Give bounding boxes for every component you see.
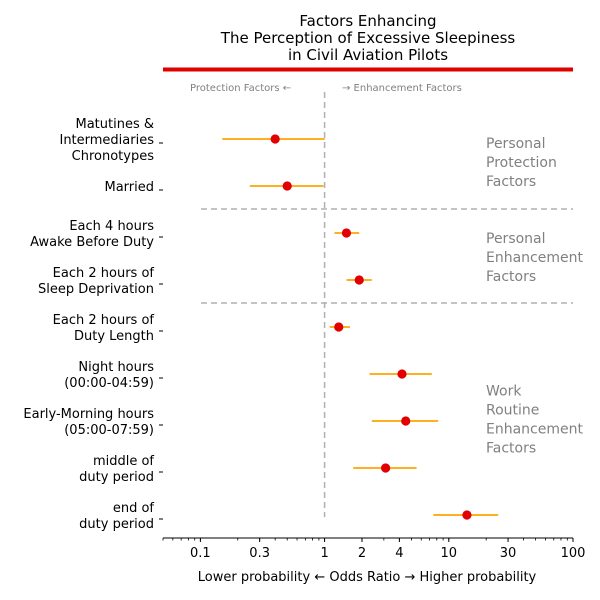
odds-ratio-point [401,416,411,426]
group-label: Protection [486,155,557,171]
factor-label: Intermediaries [59,133,154,148]
odds-ratio-point [334,322,344,332]
odds-ratio-point [270,134,280,144]
x-tick-label: 4 [395,546,403,561]
factor-label: Each 2 hours of [53,313,155,328]
protection-direction-label: Protection Factors ← [190,83,291,94]
x-axis-title: Lower probability ← Odds Ratio → Higher … [198,570,537,585]
factor-label: Each 4 hours [69,219,154,234]
x-tick-label: 2 [358,546,366,561]
group-label: Enhancement [486,250,583,266]
factor-label: Early-Morning hours [23,407,154,422]
factor-label: end of [113,501,155,516]
odds-ratio-point [462,510,472,520]
chart-title-line: Factors Enhancing [299,12,436,30]
x-tick-label: 0.3 [249,546,270,561]
group-label: Factors [486,269,536,285]
chart-title-line: in Civil Aviation Pilots [288,46,448,64]
group-labels: Personal Protection Factors Personal Enhance… [486,136,583,457]
odds-ratio-point [282,181,292,191]
chart-title-line: The Perception of Excessive Sleepiness [220,29,516,47]
factor-row: Early-Morning hours(05:00-07:59) [23,407,439,438]
factor-label: Matutines & [75,117,154,132]
factor-label: Each 2 hours of [53,266,155,281]
odds-ratio-point [341,228,352,238]
x-tick-label: 0.1 [190,546,211,561]
factor-label: Night hours [78,360,154,375]
group-label: Enhancement [486,422,583,438]
factor-label: Married [104,180,154,195]
group-label: Personal [486,136,546,152]
factor-row: Married [104,180,324,195]
odds-ratio-point [397,369,407,379]
factor-label: Duty Length [74,329,154,344]
x-tick-label: 1 [320,546,328,561]
group-label: Work [486,384,522,400]
factor-label: Awake Before Duty [30,235,154,250]
factor-label: (00:00-04:59) [64,376,154,391]
x-tick-label: 100 [561,546,586,561]
x-axis-ticks: 0.1 0.3 1 2 4 10 30 100 [162,538,586,561]
x-tick-label: 10 [441,546,458,561]
factor-label: duty period [79,470,154,485]
x-tick-label: 30 [500,546,517,561]
factor-label: (05:00-07:59) [64,423,154,438]
group-label: Factors [486,441,536,457]
factor-label: Chronotypes [72,149,155,164]
group-label: Personal [486,231,546,247]
odds-ratio-point [381,463,391,473]
factor-row: Night hours(00:00-04:59) [64,360,432,391]
odds-ratio-point [354,275,364,285]
group-label: Routine [486,403,539,419]
factor-label: Sleep Deprivation [38,282,154,297]
enhancement-direction-label: → Enhancement Factors [342,83,462,94]
title-underline-bar [163,67,573,72]
group-label: Factors [486,174,536,190]
factor-label: middle of [93,454,154,469]
factor-label: duty period [79,517,154,532]
